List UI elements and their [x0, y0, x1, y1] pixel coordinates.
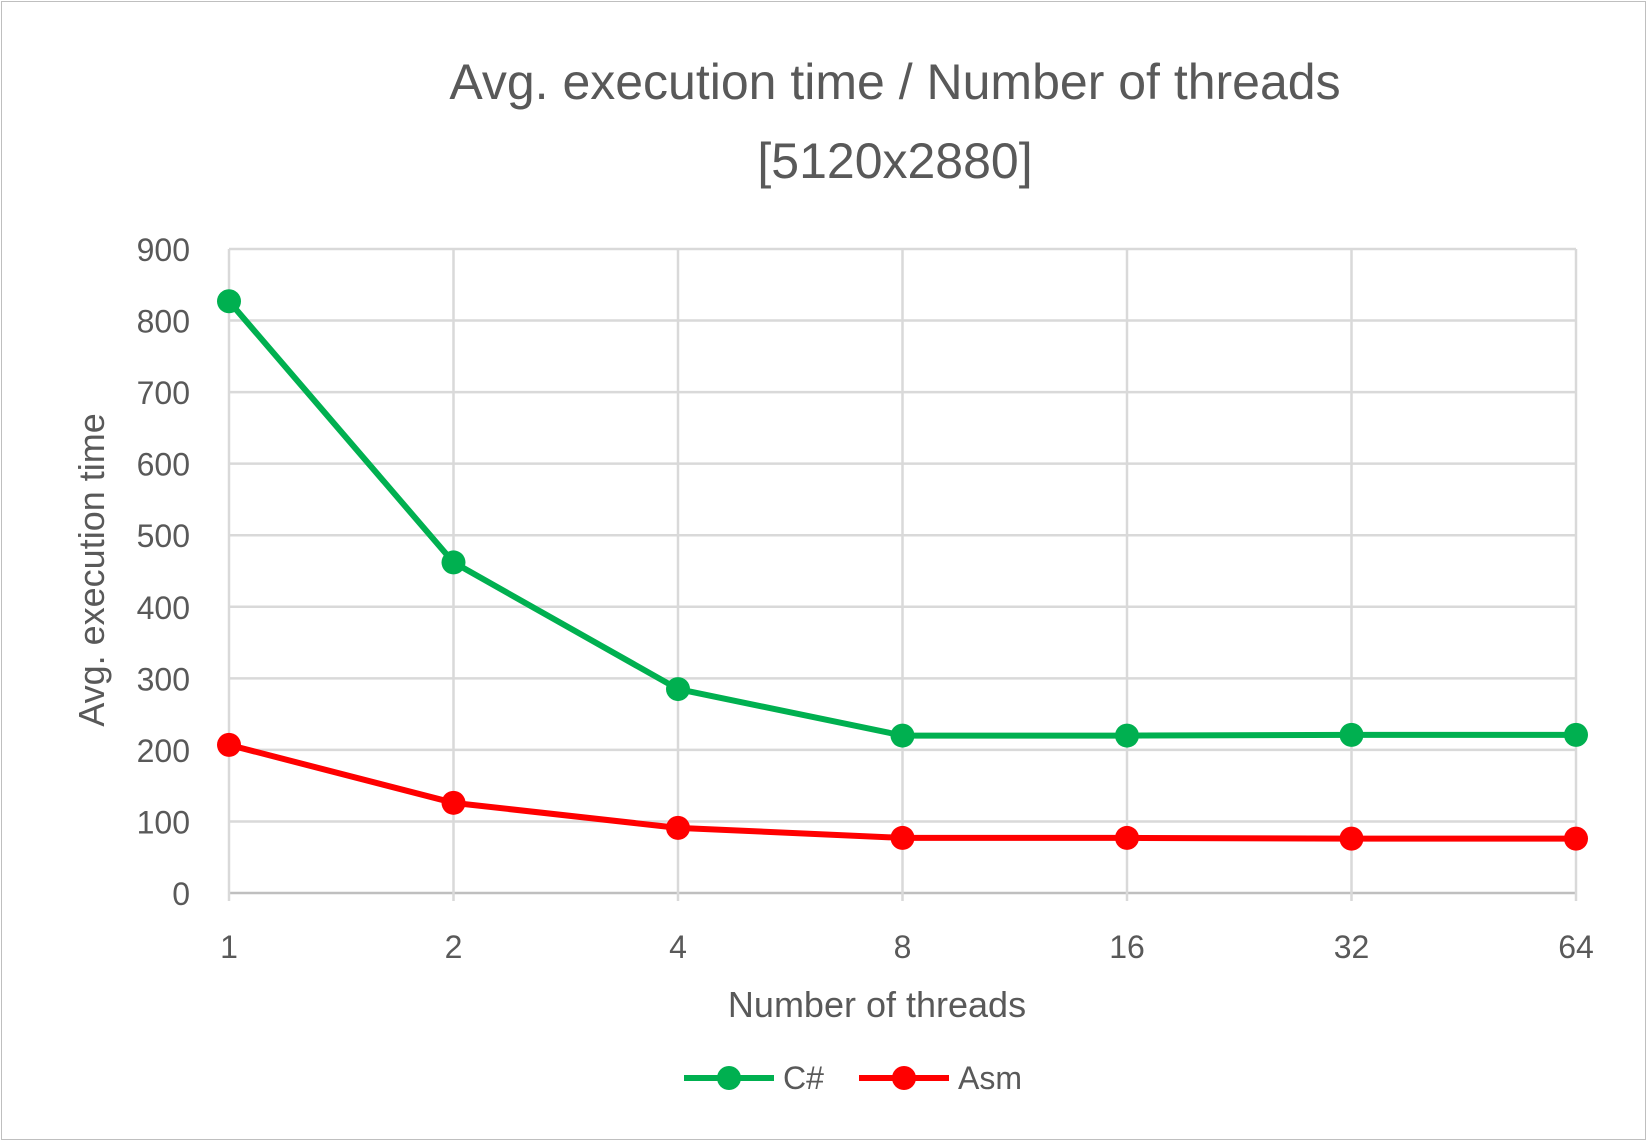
y-tick-label: 800 — [137, 304, 190, 340]
data-point — [1564, 722, 1588, 747]
data-point — [217, 289, 241, 314]
data-point — [217, 732, 241, 757]
x-tick-label: 2 — [445, 929, 463, 965]
y-axis-ticks: 0 100 200 300 400 500 600 700 800 900 — [137, 232, 190, 912]
series-group — [217, 289, 1588, 851]
data-point — [441, 550, 466, 575]
data-point — [1115, 825, 1139, 850]
x-tick-label: 8 — [894, 929, 912, 965]
data-point — [666, 677, 690, 702]
x-tick-label: 64 — [1558, 929, 1594, 965]
legend: C# Asm — [684, 1060, 1022, 1096]
y-tick-label: 300 — [137, 661, 190, 697]
y-tick-label: 0 — [172, 876, 190, 912]
gridlines — [227, 247, 1578, 901]
y-tick-label: 100 — [137, 804, 190, 840]
y-tick-label: 400 — [137, 590, 190, 626]
chart-title: Avg. execution time / Number of threads — [449, 54, 1340, 110]
y-tick-label: 600 — [137, 447, 190, 483]
y-tick-label: 900 — [137, 232, 190, 268]
x-axis-ticks: 1 2 4 8 16 32 64 — [220, 929, 1594, 965]
data-point — [890, 825, 915, 850]
legend-item: C# — [684, 1060, 824, 1096]
x-tick-label: 16 — [1109, 929, 1145, 965]
data-point — [441, 790, 466, 815]
y-tick-label: 200 — [137, 733, 190, 769]
data-point — [1339, 826, 1364, 851]
data-point — [890, 723, 915, 748]
chart-subtitle: [5120x2880] — [757, 133, 1032, 189]
legend-label: C# — [783, 1060, 824, 1096]
series-c — [217, 289, 1588, 748]
data-point — [1564, 826, 1588, 851]
series-asm — [217, 732, 1588, 851]
data-point — [1339, 722, 1364, 747]
y-axis-title: Avg. execution time — [71, 413, 112, 727]
legend-swatch-marker — [892, 1066, 916, 1090]
x-tick-label: 1 — [220, 929, 238, 965]
legend-item: Asm — [859, 1060, 1022, 1096]
y-tick-label: 700 — [137, 375, 190, 411]
legend-label: Asm — [958, 1060, 1022, 1096]
data-point — [666, 815, 690, 840]
y-tick-label: 500 — [137, 518, 190, 554]
x-axis-title: Number of threads — [728, 984, 1026, 1025]
data-point — [1115, 723, 1139, 748]
x-tick-label: 4 — [669, 929, 687, 965]
x-tick-label: 32 — [1334, 929, 1370, 965]
legend-swatch-marker — [717, 1066, 741, 1090]
